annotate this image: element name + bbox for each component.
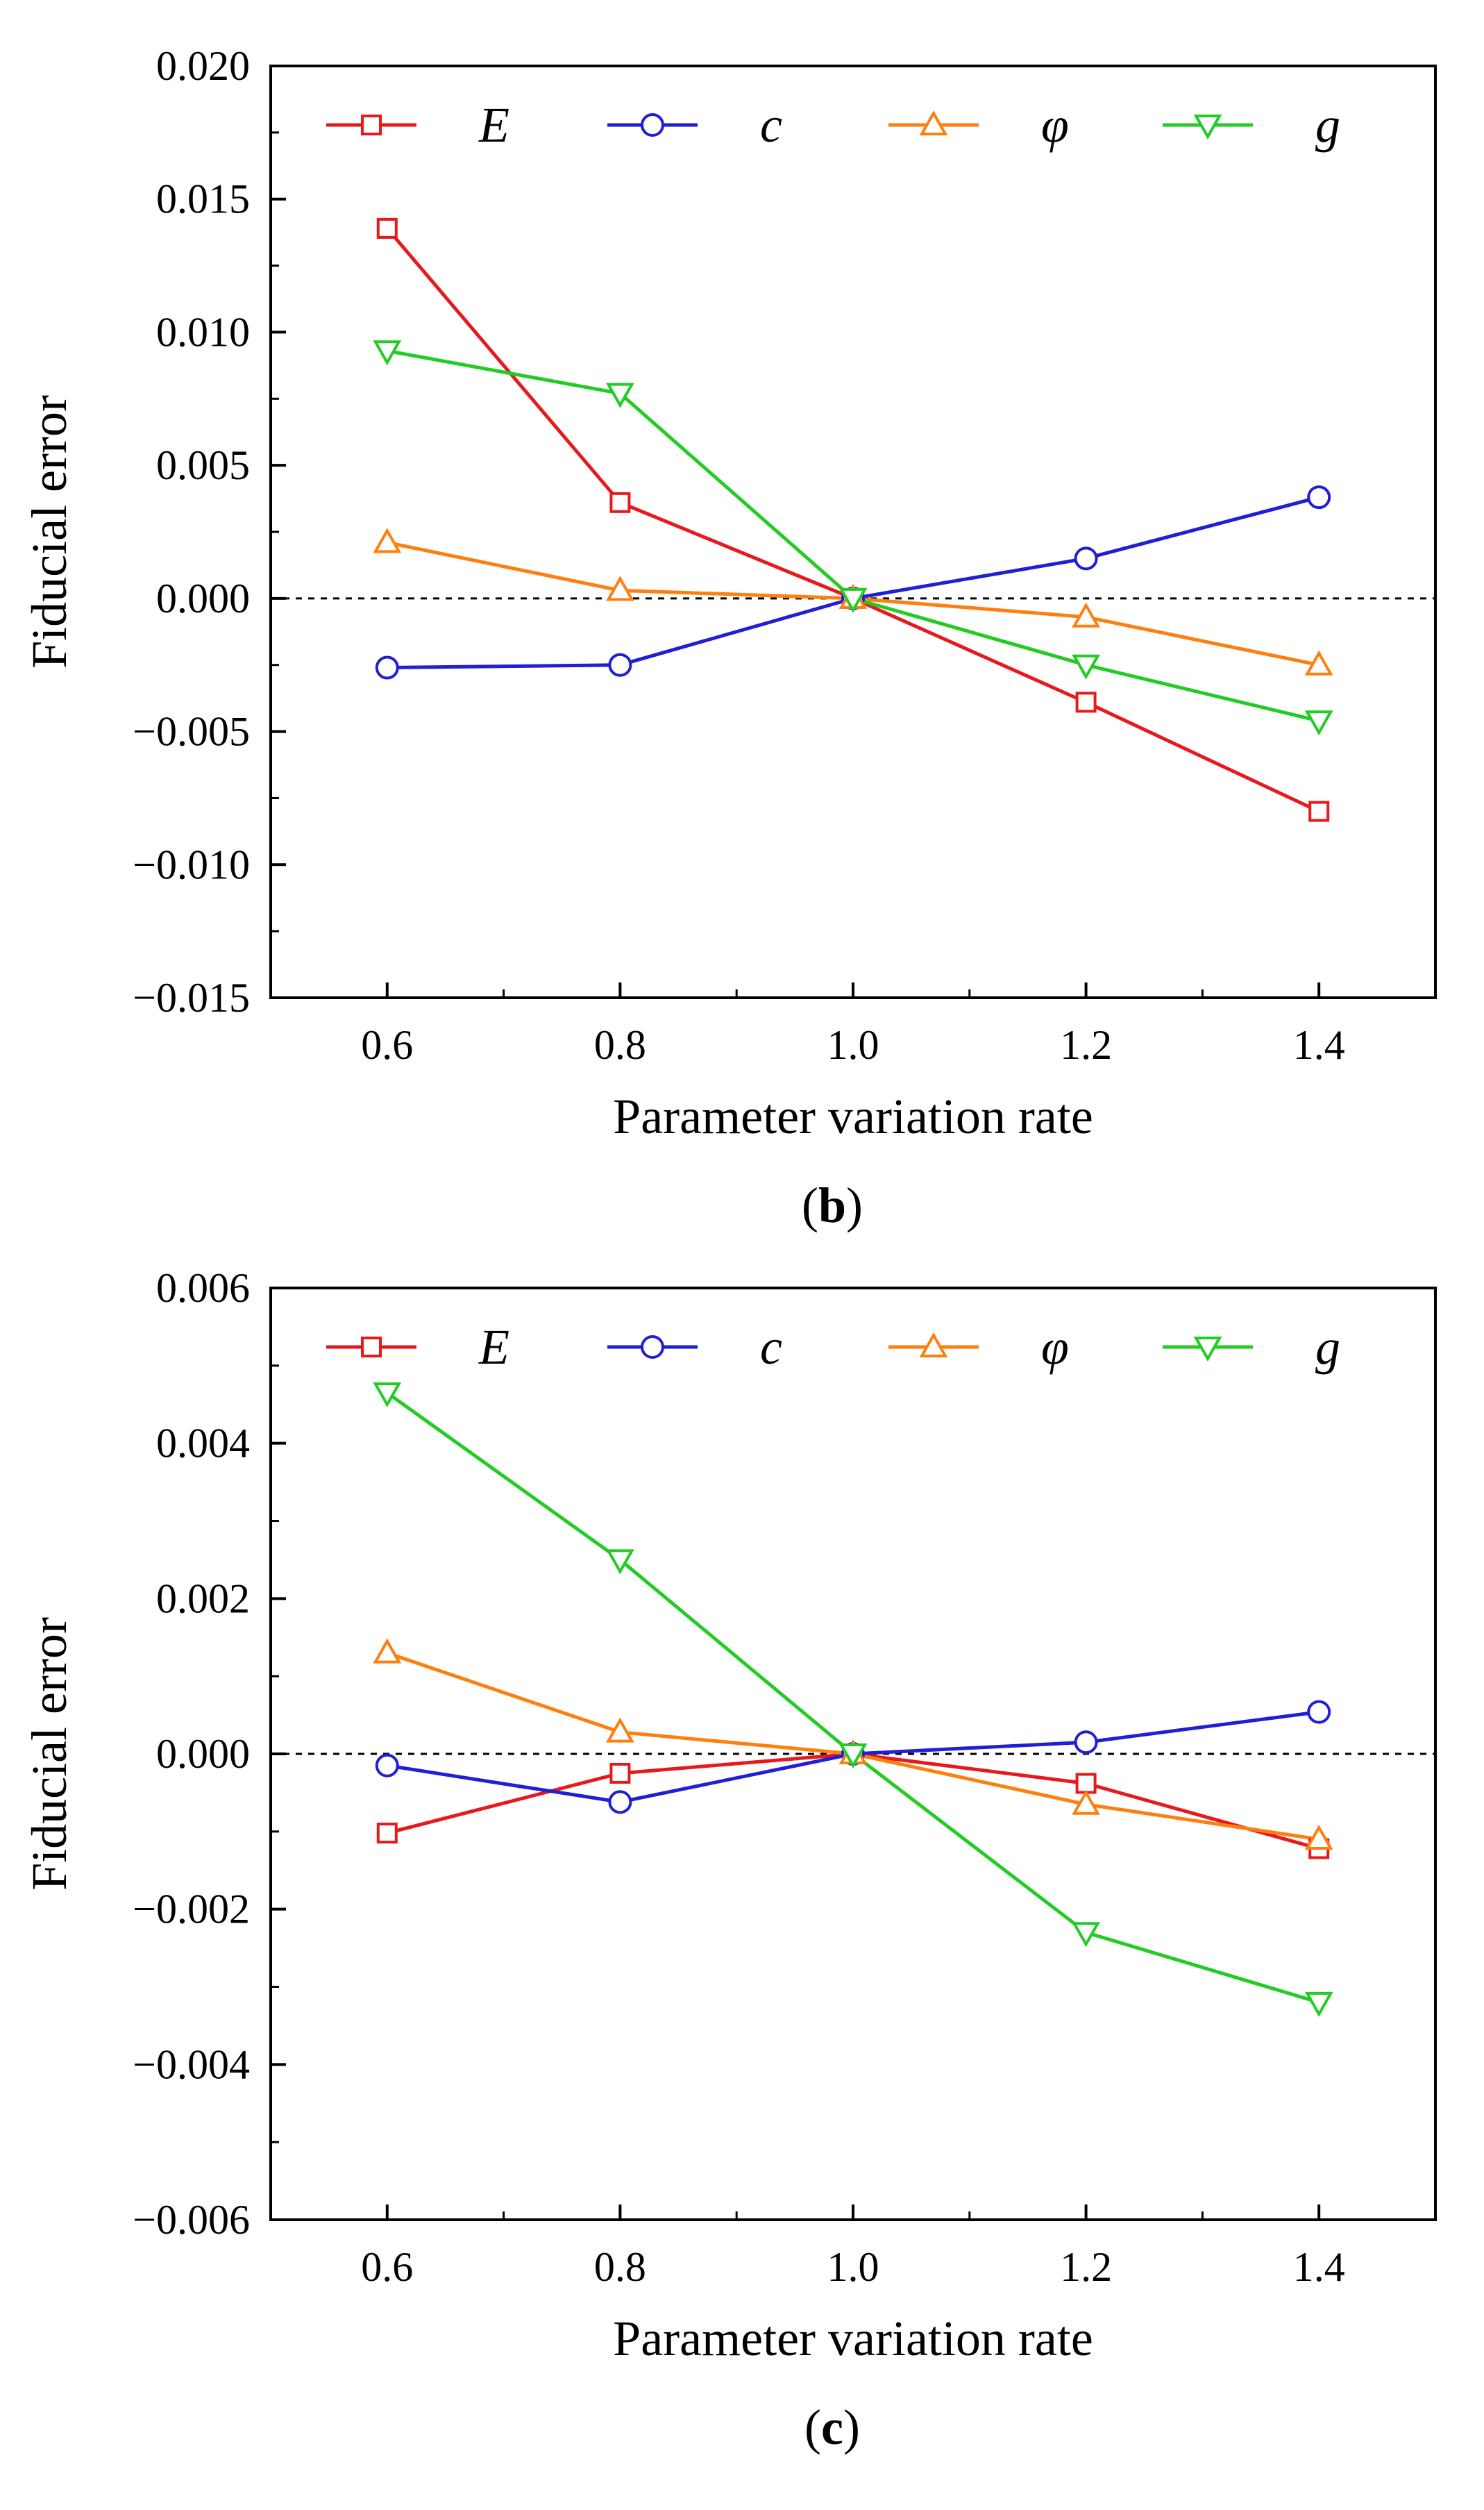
x-tick-label: 0.8 [594,2244,646,2290]
legend-label-e: E [478,97,509,153]
legend-label-e: E [478,1319,509,1375]
y-tick-label: 0.015 [156,176,250,222]
data-point-e [609,492,631,513]
data-point-c [1074,1730,1098,1755]
y-tick-label: 0.000 [156,1731,250,1777]
y-tick-label: −0.006 [133,2197,250,2243]
panel-label: (b) [802,1178,863,1233]
x-axis-title: Parameter variation rate [613,1089,1093,1144]
y-tick-label: 0.002 [156,1575,250,1621]
y-tick-label: 0.000 [156,576,250,621]
data-point-phi [1304,650,1333,676]
data-point-phi [373,528,402,553]
data-point-g [605,1549,634,1575]
legend-label-phi: φ [1041,1319,1069,1375]
y-tick-label: 0.006 [156,1265,250,1311]
data-point-g [1304,710,1333,736]
data-point-e [376,1823,398,1844]
x-tick-label: 0.6 [361,1022,413,1068]
legend-marker-phi [919,1332,948,1357]
data-point-e [1075,1773,1097,1794]
panel-label: (c) [804,2400,860,2455]
legend-marker-c [641,1335,664,1359]
series-line-g [386,1391,1319,2005]
data-point-g [1072,1922,1101,1948]
legend-marker-phi [919,110,948,135]
legend-label-g: g [1315,1319,1340,1375]
x-tick-label: 1.4 [1293,2244,1345,2290]
data-point-e [609,1762,631,1784]
x-tick-label: 1.2 [1060,1022,1112,1068]
data-point-c [1307,1700,1331,1724]
data-point-phi [373,1638,402,1664]
data-point-g [605,383,634,408]
legend-marker-g [1193,1337,1222,1362]
data-point-c [1307,485,1331,510]
data-point-c [608,653,632,677]
data-point-g [838,587,868,613]
x-tick-label: 0.8 [594,1022,646,1068]
y-tick-label: −0.015 [133,975,250,1021]
legend-marker-g [1193,115,1222,140]
legend-label-c: c [760,97,782,153]
x-tick-label: 1.0 [827,2244,879,2290]
legend-label-g: g [1315,97,1340,153]
legend-marker-e [361,115,382,135]
data-point-c [375,655,399,680]
y-axis-title: Fiducial error [22,1617,77,1891]
data-point-phi [1072,1789,1101,1815]
data-point-phi [605,576,634,601]
data-point-c [608,1790,632,1814]
data-point-c [375,1753,399,1777]
data-point-c [1074,546,1098,571]
y-tick-label: −0.004 [133,2041,250,2087]
data-point-phi [605,1717,634,1743]
x-tick-label: 1.2 [1060,2244,1112,2290]
data-point-phi [1072,602,1101,628]
x-axis-title: Parameter variation rate [613,2311,1093,2366]
y-tick-label: 0.020 [156,43,250,89]
data-point-e [1075,692,1097,713]
y-tick-label: 0.005 [156,442,250,488]
x-tick-label: 1.4 [1293,1022,1345,1068]
series-line-e [385,227,1320,813]
legend-label-c: c [760,1319,782,1375]
y-tick-label: 0.004 [156,1421,250,1466]
data-point-phi [1304,1824,1333,1850]
y-tick-label: −0.002 [133,1886,250,1932]
panel-b-chart: −0.015 −0.010 −0.005 0.000 0.005 0.010 0.015 0.… [22,43,1437,1233]
data-point-e [1308,801,1330,822]
x-tick-label: 0.6 [361,2244,413,2290]
y-axis-title: Fiducial error [22,395,77,669]
data-point-g [373,340,402,366]
plot-frame [269,65,1437,999]
y-tick-label: 0.010 [156,309,250,355]
series-line-c [387,495,1319,670]
legend-label-phi: φ [1041,97,1069,153]
legend-marker-c [641,113,664,137]
x-tick-label: 1.0 [827,1022,879,1068]
y-tick-label: −0.010 [133,842,250,887]
data-point-e [376,217,398,239]
data-point-g [1304,1991,1333,2017]
panel-c-chart: −0.006 −0.004 −0.002 0.000 0.002 0.004 0.006 0.… [22,1265,1437,2455]
y-tick-label: −0.005 [133,709,250,755]
legend-marker-e [361,1337,382,1357]
data-point-g [373,1382,402,1408]
data-point-g [838,1743,868,1769]
data-point-g [1072,654,1101,680]
